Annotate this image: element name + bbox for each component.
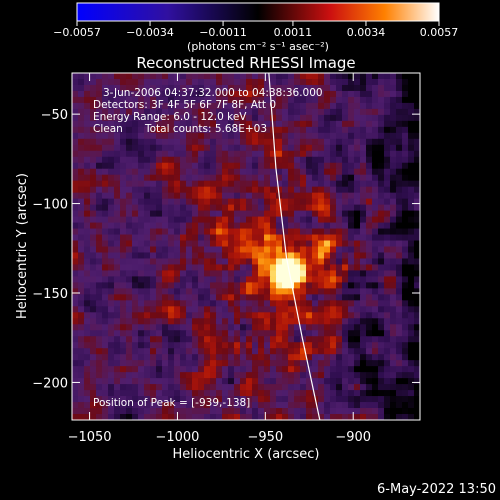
colorbar-tick-label: 0.0011 bbox=[274, 26, 313, 39]
colorbar-tick-label: −0.0057 bbox=[53, 26, 101, 39]
y-tick-label: −200 bbox=[32, 376, 68, 391]
chart-title: Reconstructed RHESSI Image bbox=[136, 54, 355, 72]
colorbar-tick-label: 0.0034 bbox=[347, 26, 386, 39]
x-tick-label: −950 bbox=[247, 430, 283, 445]
x-tick-label: −900 bbox=[335, 430, 371, 445]
colorbar-unit-label: (photons cm⁻² s⁻¹ asec⁻²) bbox=[187, 40, 329, 53]
footer-date: 6-May-2022 13:50 bbox=[377, 482, 496, 497]
colorbar-ticks: −0.0057 −0.0034 −0.0011 0.0011 0.0034 0.0057 bbox=[53, 21, 458, 39]
x-axis-label: Heliocentric X (arcsec) bbox=[173, 447, 320, 462]
axis-ticks: −1050 −1000 −950 −900 −50 −100 −150 −200 bbox=[32, 73, 420, 445]
annotation-detectors: Detectors: 3F 4F 5F 6F 7F 8F, Att 0 bbox=[93, 99, 276, 111]
x-tick-label: −1000 bbox=[155, 430, 199, 445]
colorbar-tick-label: 0.0057 bbox=[420, 26, 459, 39]
heatmap-image bbox=[72, 73, 420, 420]
annotation-energy: Energy Range: 6.0 - 12.0 keV bbox=[93, 111, 247, 123]
y-axis-label: Heliocentric Y (arcsec) bbox=[15, 173, 30, 319]
solar-limb-line bbox=[268, 73, 321, 420]
y-tick-label: −150 bbox=[32, 287, 68, 302]
x-tick-label: −1050 bbox=[68, 430, 112, 445]
y-tick-label: −100 bbox=[32, 198, 68, 213]
annotation-method: Clean bbox=[93, 123, 123, 135]
colorbar bbox=[76, 2, 440, 22]
annotation-counts: Total counts: 5.68E+03 bbox=[144, 123, 267, 135]
y-tick-label: −50 bbox=[41, 108, 68, 123]
annotation-time-range: 3-Jun-2006 04:37:32.000 to 04:38:36.000 bbox=[103, 87, 323, 99]
annotation-peak-position: Position of Peak = [-939,-138] bbox=[93, 397, 250, 409]
colorbar-tick-label: −0.0011 bbox=[199, 26, 247, 39]
colorbar-tick-label: −0.0034 bbox=[126, 26, 174, 39]
plot-frame bbox=[71, 72, 421, 421]
